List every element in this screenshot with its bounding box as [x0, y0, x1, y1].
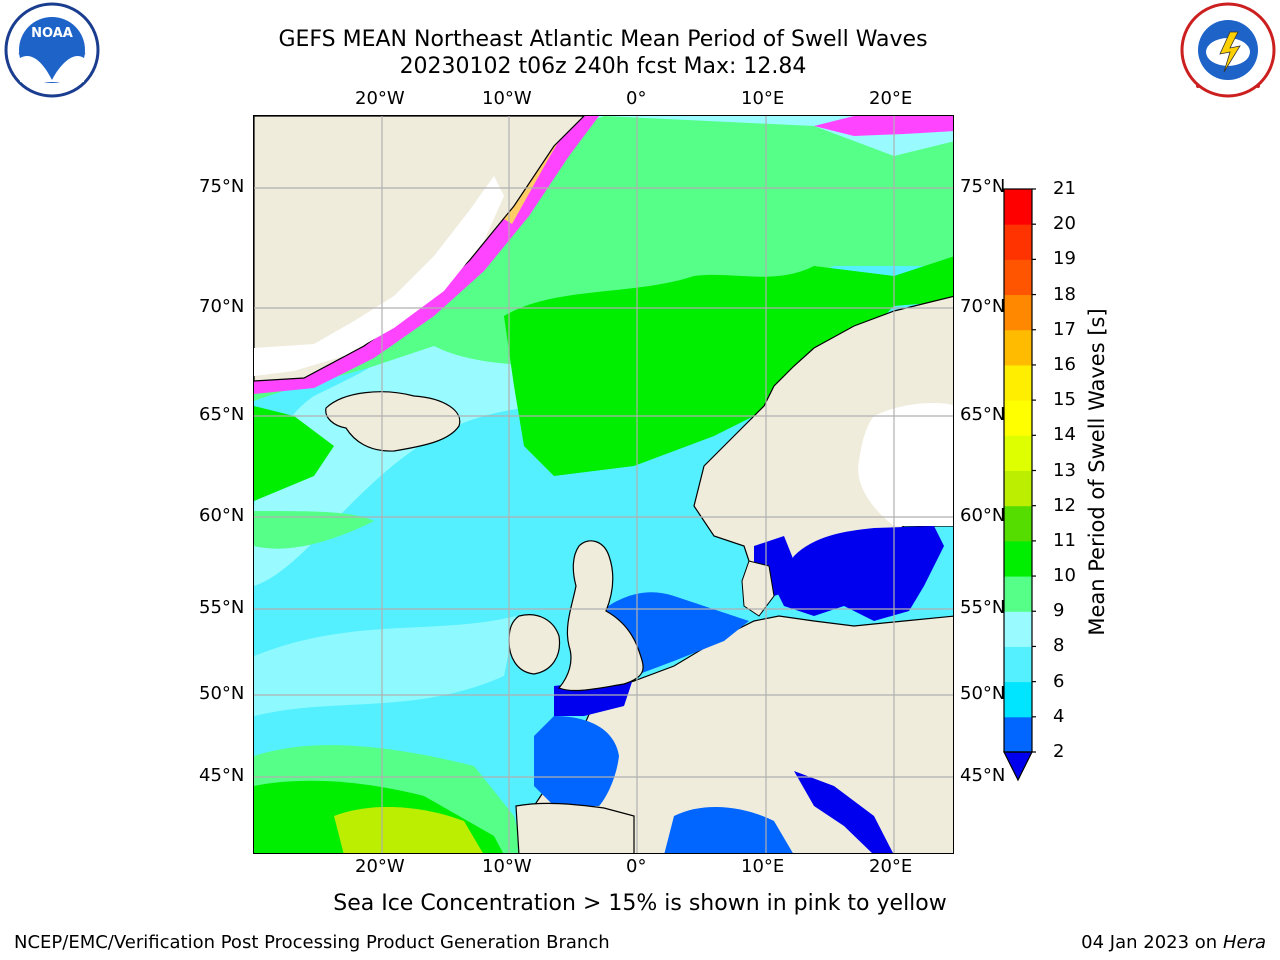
colorbar-bin: [1004, 470, 1032, 507]
colorbar-tick-label: 6: [1053, 670, 1065, 692]
colorbar-tick-label: 8: [1053, 635, 1065, 657]
swell-band-10-11: [504, 256, 953, 476]
swell-band-8-9: [254, 616, 516, 716]
adriatic-sea: [794, 771, 893, 853]
lat-label-left: 70°N: [199, 296, 245, 317]
colorbar-bin: [1004, 224, 1032, 260]
lat-label-right: 45°N: [960, 765, 1006, 786]
graticule: [254, 116, 953, 853]
lon-label-bottom: 10°E: [741, 856, 785, 877]
noaa-logo-icon: NOAA: [4, 2, 100, 98]
mediterranean-sea: [664, 807, 793, 853]
iceland-land: [325, 391, 461, 452]
lat-label-right: 55°N: [960, 597, 1006, 618]
lat-label-left: 60°N: [199, 505, 245, 526]
lat-label-right: 50°N: [960, 683, 1006, 704]
iberia-land: [515, 802, 635, 853]
colorbar-bin: [1004, 294, 1032, 331]
colorbar-tick-label: 9: [1053, 600, 1065, 622]
map-panel[interactable]: [253, 115, 954, 854]
colorbar-tick-label: 2: [1053, 741, 1065, 762]
lat-label-left: 45°N: [199, 765, 245, 786]
colorbar-tick-label: 16: [1053, 353, 1076, 375]
chart-subtitle: 20230102 t06z 240h fcst Max: 12.84: [399, 54, 807, 79]
lon-label-bottom: 20°E: [869, 856, 913, 877]
lon-label-top: 10°W: [482, 88, 532, 109]
colorbar: [1003, 188, 1036, 782]
swell-band-11-12: [334, 806, 483, 853]
lat-label-left: 50°N: [199, 683, 245, 704]
lon-label-bottom: 20°W: [355, 856, 405, 877]
lon-label-top: 20°W: [355, 88, 405, 109]
colorbar-bin: [1004, 505, 1032, 542]
noaa-logo-text: NOAA: [31, 26, 73, 41]
lon-label-bottom: 0°: [626, 856, 647, 877]
swell-band-10-11: [254, 406, 334, 501]
colorbar-bin: [1004, 540, 1032, 577]
sea-ice-edge: [814, 116, 953, 136]
colorbar-bin: [1004, 611, 1032, 647]
footer-date-text: 04 Jan 2023 on: [1081, 932, 1223, 953]
lon-label-bottom: 10°W: [482, 856, 532, 877]
colorbar-bin: [1004, 681, 1032, 718]
colorbar-tick-label: 20: [1053, 213, 1076, 235]
colorbar-tick-label: 12: [1053, 494, 1076, 516]
lat-label-right: 70°N: [960, 296, 1006, 317]
colorbar-tick-label: 10: [1053, 565, 1076, 587]
colorbar-bin: [1004, 364, 1032, 401]
lat-label-right: 60°N: [960, 505, 1006, 526]
colorbar-tick-label: 4: [1053, 705, 1065, 727]
baltic-sea: [774, 526, 944, 621]
colorbar-tick-label: 19: [1053, 248, 1076, 270]
colorbar-bin: [1004, 435, 1032, 471]
colorbar-label: Mean Period of Swell Waves [s]: [1085, 308, 1109, 636]
biscay-shallow: [534, 716, 619, 806]
colorbar-tick-label: 14: [1053, 424, 1076, 446]
colorbar-bin: [1004, 716, 1032, 753]
colorbar-bin: [1004, 329, 1032, 366]
sea-ice-edge: [254, 116, 599, 394]
colorbar-tick-label: 13: [1053, 459, 1076, 481]
colorbar-bin: [1004, 646, 1032, 683]
ice-note: Sea Ice Concentration > 15% is shown in …: [333, 891, 947, 916]
lat-label-left: 65°N: [199, 404, 245, 425]
colorbar-bin: [1004, 259, 1032, 296]
lat-label-left: 75°N: [199, 176, 245, 197]
lat-label-right: 75°N: [960, 176, 1006, 197]
map-canvas: [254, 116, 953, 853]
colorbar-bin: [1004, 400, 1032, 436]
footer-host: Hera: [1222, 932, 1266, 953]
lat-label-right: 65°N: [960, 404, 1006, 425]
colorbar-tick-label: 18: [1053, 283, 1076, 305]
lon-label-top: 0°: [626, 88, 647, 109]
ireland-land: [508, 614, 561, 675]
greenland-ice-white: [254, 176, 504, 376]
chart-title: GEFS MEAN Northeast Atlantic Mean Period…: [278, 27, 928, 52]
colorbar-tick-label: 11: [1053, 529, 1076, 551]
sweden-ice-white: [858, 403, 953, 526]
great-britain-land: [558, 540, 644, 692]
nws-logo-icon: [1180, 2, 1276, 98]
colorbar-tick-label: 15: [1053, 389, 1076, 411]
colorbar-tick-label: 21: [1053, 178, 1076, 199]
lon-label-top: 20°E: [869, 88, 913, 109]
swell-band-9-10: [254, 116, 953, 401]
swell-band-9-10: [254, 511, 374, 549]
lon-label-top: 10°E: [741, 88, 785, 109]
footer-date: 04 Jan 2023 on Hera: [1081, 932, 1266, 954]
colorbar-bin: [1004, 576, 1032, 612]
colorbar-bin: [1004, 189, 1032, 225]
colorbar-tick-label: 17: [1053, 318, 1076, 340]
lat-label-left: 55°N: [199, 597, 245, 618]
colorbar-under-arrow: [1003, 751, 1033, 782]
footer-credit: NCEP/EMC/Verification Post Processing Pr…: [14, 932, 610, 953]
